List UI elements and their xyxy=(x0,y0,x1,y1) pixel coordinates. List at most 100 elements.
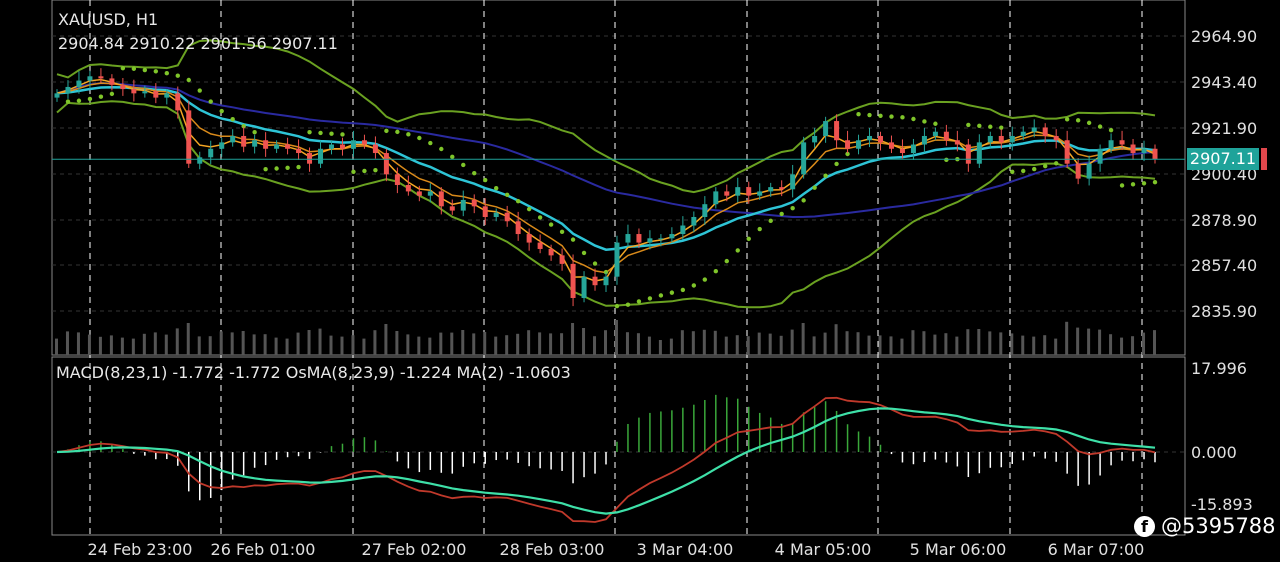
parabolic-sar-dot xyxy=(65,99,71,104)
time-axis-label: 28 Feb 03:00 xyxy=(499,540,605,559)
candle-body xyxy=(724,191,730,196)
facebook-icon: f xyxy=(1134,515,1155,537)
volume-bar xyxy=(98,336,102,355)
price-axis-label: 2857.40 xyxy=(1191,256,1258,275)
parabolic-sar-dot xyxy=(1075,118,1081,123)
candle-body xyxy=(647,238,653,243)
candle-body xyxy=(1042,127,1048,136)
macd-axis-label: -15.893 xyxy=(1191,495,1253,514)
candle-body xyxy=(1020,131,1026,136)
candle-body xyxy=(153,91,159,98)
candle-body xyxy=(208,148,214,158)
candle-body xyxy=(515,221,521,235)
volume-bar xyxy=(274,337,278,355)
candle-body xyxy=(965,144,971,164)
volume-bar xyxy=(472,333,476,355)
volume-bar xyxy=(779,335,783,355)
candle-body xyxy=(669,234,675,239)
parabolic-sar-dot xyxy=(999,125,1004,130)
candle-body xyxy=(625,234,631,243)
volume-bar xyxy=(1076,327,1080,355)
watermark: f @5395788 xyxy=(1134,515,1276,537)
candle-body xyxy=(175,93,181,111)
parabolic-sar-dot xyxy=(219,108,224,114)
parabolic-sar-dot xyxy=(570,237,576,242)
candle-body xyxy=(998,135,1004,143)
volume-bar xyxy=(1087,328,1091,355)
volume-bar xyxy=(1142,332,1146,355)
volume-bar xyxy=(384,324,388,355)
candle-body xyxy=(537,242,543,249)
volume-bar xyxy=(867,335,871,355)
parabolic-sar-dot xyxy=(1010,169,1015,174)
candle-body xyxy=(372,144,378,154)
volume-bar xyxy=(65,331,69,355)
parabolic-sar-dot xyxy=(845,151,850,157)
candle-body xyxy=(405,185,411,192)
parabolic-sar-dot xyxy=(757,226,762,232)
parabolic-sar-dot xyxy=(647,296,653,301)
price-axis-label: 2878.90 xyxy=(1191,211,1258,230)
candle-body xyxy=(614,242,620,277)
parabolic-sar-dot xyxy=(691,283,697,288)
parabolic-sar-dot xyxy=(977,123,982,129)
volume-bar xyxy=(801,323,805,355)
parabolic-sar-dot xyxy=(461,162,466,168)
volume-bar xyxy=(252,334,256,355)
current-price-marker xyxy=(1261,148,1267,170)
parabolic-sar-dot xyxy=(417,135,422,141)
volume-bar xyxy=(362,338,366,355)
volume-bar xyxy=(757,332,761,355)
volume-bar xyxy=(263,334,267,355)
volume-bar xyxy=(768,333,772,355)
volume-bar xyxy=(329,335,333,355)
candle-body xyxy=(1152,148,1158,160)
volume-bar xyxy=(186,323,190,355)
parabolic-sar-dot xyxy=(142,67,148,73)
time-axis-label: 5 Mar 06:00 xyxy=(909,540,1007,559)
moving-average-slow xyxy=(56,82,1156,219)
parabolic-sar-dot xyxy=(779,211,784,217)
volume-bar xyxy=(164,334,168,355)
candle-body xyxy=(263,140,269,149)
parabolic-sar-dot xyxy=(373,167,378,173)
candle-body xyxy=(87,76,93,81)
parabolic-sar-dot xyxy=(548,222,554,227)
candle-body xyxy=(493,212,499,217)
volume-bar xyxy=(1032,336,1036,355)
candle-body xyxy=(680,225,686,235)
parabolic-sar-dot xyxy=(351,169,356,174)
volume-bar xyxy=(1054,338,1058,355)
candle-body xyxy=(954,140,960,145)
volume-bar xyxy=(307,330,311,355)
macd-signal-line xyxy=(56,407,1156,515)
parabolic-sar-dot xyxy=(724,258,729,264)
volume-bar xyxy=(636,333,640,355)
volume-bar xyxy=(428,337,432,355)
candle-body xyxy=(658,238,664,240)
parabolic-sar-dot xyxy=(1064,117,1070,122)
candle-body xyxy=(230,135,236,143)
parabolic-sar-dot xyxy=(450,154,455,160)
candle-body xyxy=(768,187,774,192)
parabolic-sar-dot xyxy=(109,91,115,97)
parabolic-sar-dot xyxy=(296,164,301,170)
parabolic-sar-dot xyxy=(318,130,323,136)
candle-body xyxy=(109,78,115,85)
candle-body xyxy=(383,153,389,175)
candle-body xyxy=(274,144,280,149)
volume-bar xyxy=(1120,337,1124,355)
volume-bar xyxy=(1153,330,1156,355)
volume-bar xyxy=(1109,334,1113,355)
parabolic-sar-dot xyxy=(889,114,894,119)
volume-bar xyxy=(944,333,948,355)
price-axis-label: 2964.90 xyxy=(1191,27,1258,46)
parabolic-sar-dot xyxy=(603,269,609,275)
volume-bar xyxy=(834,324,838,355)
candle-body xyxy=(910,144,916,154)
volume-bar xyxy=(241,331,245,355)
candle-body xyxy=(1108,140,1114,149)
parabolic-sar-dot xyxy=(1097,124,1103,129)
candle-body xyxy=(932,131,938,136)
